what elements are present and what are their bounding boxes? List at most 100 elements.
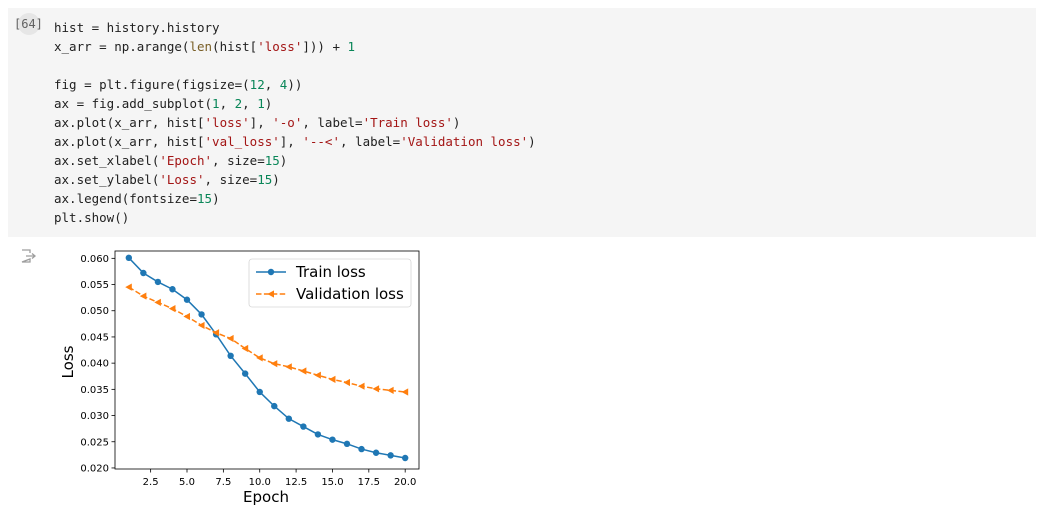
code-editor[interactable]: hist = history.history x_arr = np.arange(… <box>54 18 536 227</box>
data-point <box>154 298 161 306</box>
code-token: ax.set_xlabel( <box>54 153 160 168</box>
x-tick-label: 5.0 <box>179 477 195 488</box>
code-token: , size= <box>204 172 258 187</box>
code-token: ax.plot(x_arr, hist[ <box>54 134 205 149</box>
code-line: ax.plot(x_arr, hist['loss'], '-o', label… <box>54 113 536 132</box>
x-tick-label: 7.5 <box>215 477 231 488</box>
x-tick-label: 2.5 <box>143 477 159 488</box>
loss-chart: 2.5 5.0 7.5 10.0 12.5 15.0 17.5 20.0 0.020 0.025 0… <box>59 250 420 506</box>
y-tick-label: 0.040 <box>80 359 109 370</box>
code-token: , <box>242 96 258 111</box>
code-token: (hist[ <box>212 39 258 54</box>
code-token: x_arr = np.arange( <box>54 39 190 54</box>
y-tick-label: 0.045 <box>80 332 109 343</box>
code-token: 'Loss' <box>159 172 205 187</box>
code-token: ) <box>279 153 288 168</box>
code-cell[interactable] <box>8 8 1036 237</box>
code-token: 15 <box>264 153 280 168</box>
code-token: ) <box>452 115 461 130</box>
data-point <box>241 344 249 353</box>
code-line: ax.set_xlabel('Epoch', size=15) <box>54 151 536 170</box>
data-point <box>169 286 176 293</box>
y-tick-label: 0.030 <box>80 411 109 422</box>
code-token: )) <box>287 77 303 92</box>
code-token: 4 <box>279 77 288 92</box>
code-line: ax.plot(x_arr, hist['val_loss'], '--<', … <box>54 132 536 151</box>
code-token: 'loss' <box>257 39 303 54</box>
code-token: 15 <box>197 191 213 206</box>
code-token: len <box>189 39 213 54</box>
y-tick-label: 0.035 <box>80 385 109 396</box>
output-arrow-icon[interactable] <box>21 249 37 263</box>
code-token: 'Epoch' <box>159 153 213 168</box>
code-line: fig = plt.figure(figsize=(12, 4)) <box>54 75 536 94</box>
code-token: ax.set_ylabel( <box>54 172 160 187</box>
data-point <box>125 283 132 291</box>
y-tick-label: 0.020 <box>80 463 109 474</box>
data-point <box>329 436 336 443</box>
x-tick-label: 12.5 <box>285 477 307 488</box>
code-token: ) <box>212 191 220 206</box>
code-token: 2 <box>234 96 243 111</box>
code-line: x_arr = np.arange(len(hist['loss'])) + 1 <box>54 37 536 56</box>
code-token: , label= <box>340 134 401 149</box>
data-point <box>256 388 263 396</box>
y-tick-label: 0.060 <box>80 254 109 265</box>
code-line <box>54 56 536 75</box>
code-token: 1 <box>212 96 220 111</box>
data-point <box>357 382 365 390</box>
code-token: , label= <box>302 115 363 130</box>
code-token: 1 <box>347 39 356 54</box>
x-tick-label: 20.0 <box>394 477 416 488</box>
code-token: 15 <box>257 172 273 187</box>
data-point <box>168 305 176 313</box>
code-token: plt.show() <box>54 210 130 225</box>
code-token: 'val_loss' <box>204 134 280 149</box>
code-line: ax.legend(fontsize=15) <box>54 189 536 208</box>
code-token: ], <box>279 134 303 149</box>
legend-label-1: Validation loss <box>296 285 404 303</box>
code-line: ax = fig.add_subplot(1, 2, 1) <box>54 94 536 113</box>
code-token: , <box>264 77 280 92</box>
data-point <box>401 388 409 396</box>
x-tick-label: 10.0 <box>249 477 271 488</box>
code-token: 'Train loss' <box>362 115 453 130</box>
data-point <box>372 385 380 393</box>
data-point <box>139 292 147 300</box>
code-line: ax.set_ylabel('Loss', size=15) <box>54 170 536 189</box>
data-point <box>256 354 263 362</box>
code-token: ax.legend(fontsize= <box>54 191 197 206</box>
code-token: 1 <box>257 96 265 111</box>
data-point <box>285 363 292 371</box>
code-token: '-o' <box>272 115 303 130</box>
data-point <box>314 431 322 438</box>
code-token: , <box>219 96 235 111</box>
data-point <box>227 352 234 360</box>
code-token: hist = history.history <box>54 20 220 35</box>
code-token: ], <box>249 115 273 130</box>
data-point <box>270 360 278 368</box>
data-point <box>227 334 234 343</box>
data-point <box>183 312 190 321</box>
data-point <box>197 321 205 330</box>
data-point <box>387 386 394 394</box>
code-token: 'loss' <box>204 115 250 130</box>
data-point <box>241 370 249 377</box>
code-token: ax.plot(x_arr, hist[ <box>54 115 205 130</box>
data-point <box>299 367 307 375</box>
y-axis-label: Loss <box>59 345 77 378</box>
data-point <box>343 440 351 448</box>
code-token: fig = plt.figure(figsize=( <box>54 77 250 92</box>
code-token: 'Validation loss' <box>400 134 529 149</box>
code-token: 12 <box>249 77 265 92</box>
run-cell-icon[interactable] <box>18 13 40 35</box>
data-point <box>300 423 307 430</box>
data-point <box>154 278 162 286</box>
code-token: ) <box>528 134 536 149</box>
data-point <box>125 254 133 262</box>
data-point <box>328 375 336 383</box>
code-token: ax = fig.add_subplot( <box>54 96 213 111</box>
data-point <box>358 445 365 453</box>
data-point <box>140 269 147 277</box>
code-token: '--<' <box>302 134 340 149</box>
